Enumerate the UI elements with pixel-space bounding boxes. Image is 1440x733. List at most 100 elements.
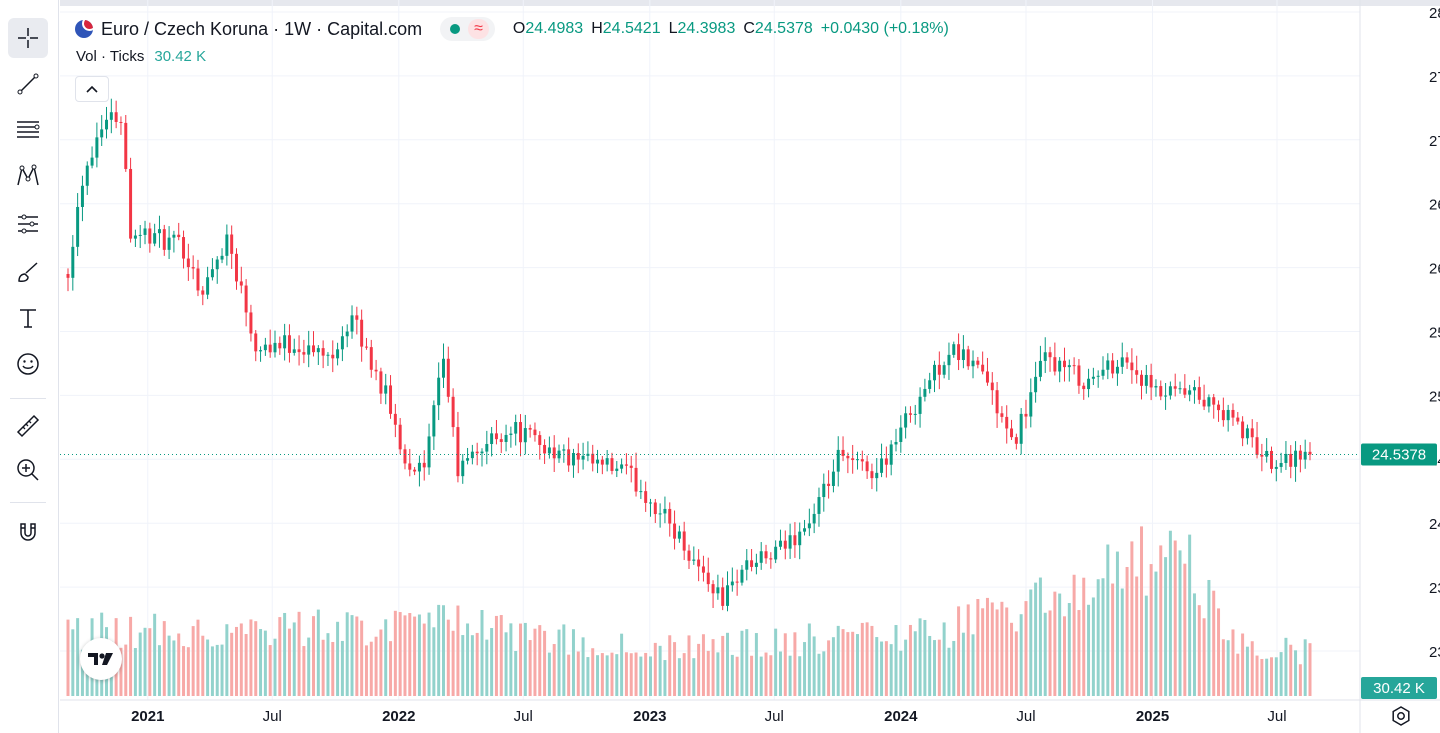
candle-body — [350, 315, 354, 332]
volume-bar — [263, 630, 267, 696]
candle-body — [494, 433, 498, 440]
volume-bar — [215, 644, 219, 696]
volume-bar — [1082, 577, 1086, 696]
symbol-title[interactable]: Euro / Czech Koruna · 1W · Capital.com — [101, 18, 423, 39]
ruler-tool[interactable] — [8, 406, 48, 446]
candle-body — [1106, 360, 1110, 370]
candle-body — [1005, 416, 1009, 429]
candle-body — [519, 422, 523, 443]
volume-bar — [846, 632, 850, 696]
candle-body — [374, 369, 378, 372]
candle-body — [1043, 352, 1047, 361]
candle-body — [855, 459, 859, 461]
crosshair-tool[interactable] — [8, 18, 48, 58]
volume-bar — [596, 655, 600, 696]
candle-body — [1062, 360, 1066, 368]
volume-bar — [1164, 557, 1168, 696]
volume-bar — [379, 629, 383, 696]
candle-body — [1236, 417, 1240, 422]
candle-body — [692, 559, 696, 561]
candle-body — [1231, 409, 1235, 418]
candle-body — [899, 427, 903, 442]
candle-body — [735, 581, 739, 583]
volume-bar — [403, 615, 407, 696]
volume-bar — [1096, 579, 1100, 696]
candle-body — [701, 566, 705, 573]
fib-retracement-tool[interactable] — [8, 110, 48, 150]
price-chart[interactable]: 23.000023.500024.000024.500025.000025.50… — [60, 0, 1440, 733]
pattern-tool[interactable] — [8, 156, 48, 196]
volume-label[interactable]: Vol · Ticks — [76, 48, 145, 65]
candle-body — [369, 347, 373, 370]
ohlc-values: O24.4983 H24.5421 L24.3983 C24.5378 +0.0… — [513, 20, 949, 38]
volume-bar — [1135, 576, 1139, 696]
toolbar-separator — [10, 398, 46, 399]
volume-bar — [798, 656, 802, 696]
chart-settings-icon[interactable] — [1389, 704, 1413, 728]
volume-bar — [870, 625, 874, 696]
volume-bar — [1072, 574, 1076, 696]
candle-body — [239, 281, 243, 286]
volume-bar — [273, 638, 277, 696]
magnet-tool[interactable] — [8, 512, 48, 552]
brush-tool[interactable] — [8, 252, 48, 292]
volume-bar — [427, 612, 431, 696]
volume-bar — [1183, 563, 1187, 696]
volume-bar — [1106, 544, 1110, 696]
market-status-pill[interactable]: ≈ — [440, 17, 495, 41]
candle-body — [591, 453, 595, 464]
volume-bar — [812, 636, 816, 696]
volume-bar — [836, 625, 840, 696]
candle-body — [817, 497, 821, 514]
candle-body — [206, 277, 210, 295]
candle-body — [894, 441, 898, 445]
volume-bar — [841, 629, 845, 696]
volume-bar — [162, 621, 166, 696]
candle-body — [1072, 365, 1076, 367]
tradingview-logo[interactable] — [80, 638, 122, 680]
forecast-tool[interactable] — [8, 204, 48, 244]
candle-body — [1125, 357, 1129, 363]
volume-bar — [1062, 616, 1066, 696]
zoom-in-tool[interactable] — [8, 450, 48, 490]
volume-bar — [292, 622, 296, 696]
candle-body — [543, 444, 547, 454]
volume-bar — [167, 635, 171, 696]
volume-bar — [961, 632, 965, 696]
candle-body — [875, 472, 879, 479]
volume-bar — [1289, 644, 1293, 696]
price-tick-label: 27.5000 — [1429, 69, 1440, 86]
candle-body — [210, 269, 214, 278]
candle-body — [475, 451, 479, 454]
candle-body — [259, 350, 263, 352]
volume-bar — [220, 644, 224, 696]
candle-body — [677, 531, 681, 539]
volume-bar — [133, 648, 137, 696]
volume-bar — [571, 629, 575, 696]
volume-bar — [71, 629, 75, 696]
time-tick-label: Jul — [765, 708, 784, 725]
trend-line-tool[interactable] — [8, 64, 48, 104]
volume-legend: Vol · Ticks 30.42 K — [76, 48, 206, 65]
volume-bar — [894, 625, 898, 696]
volume-bar — [937, 639, 941, 696]
low-value: 24.3983 — [677, 20, 736, 37]
volume-bar — [129, 616, 133, 696]
volume-bar — [1144, 595, 1148, 696]
candle-body — [1303, 451, 1307, 460]
candle-body — [1202, 399, 1206, 407]
volume-bar — [899, 650, 903, 696]
brush-icon — [18, 262, 38, 282]
collapse-legend-button[interactable] — [75, 76, 109, 102]
emoji-icon — [17, 353, 39, 375]
candle-body — [1197, 387, 1201, 400]
volume-bar — [629, 653, 633, 696]
volume-bar — [417, 614, 421, 696]
candle-body — [1173, 386, 1177, 389]
text-tool[interactable] — [8, 298, 48, 338]
emoji-tool[interactable] — [8, 344, 48, 384]
volume-bar — [1087, 604, 1091, 696]
volume-bar — [918, 618, 922, 696]
candle-body — [71, 246, 75, 278]
volume-bar — [697, 643, 701, 696]
